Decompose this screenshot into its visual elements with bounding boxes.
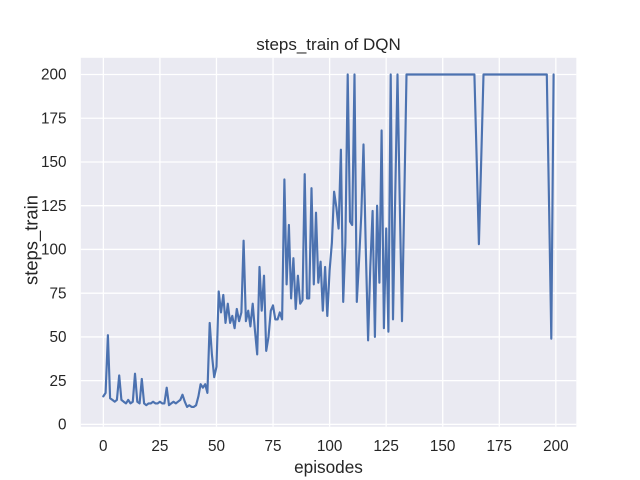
svg-text:200: 200: [41, 67, 67, 84]
svg-text:0: 0: [58, 417, 67, 434]
svg-text:175: 175: [41, 110, 67, 127]
svg-text:50: 50: [208, 438, 225, 455]
svg-text:steps_train: steps_train: [21, 195, 43, 285]
svg-text:150: 150: [41, 154, 67, 171]
svg-text:125: 125: [41, 198, 67, 215]
svg-text:75: 75: [49, 285, 66, 302]
svg-text:200: 200: [543, 438, 569, 455]
svg-text:150: 150: [430, 438, 456, 455]
svg-text:100: 100: [317, 438, 343, 455]
svg-text:steps_train of DQN: steps_train of DQN: [256, 35, 401, 54]
svg-text:125: 125: [373, 438, 399, 455]
svg-text:50: 50: [49, 329, 66, 346]
svg-text:0: 0: [99, 438, 108, 455]
svg-text:75: 75: [264, 438, 281, 455]
svg-text:100: 100: [41, 242, 67, 259]
svg-text:25: 25: [151, 438, 168, 455]
svg-text:25: 25: [49, 373, 66, 390]
svg-text:episodes: episodes: [294, 457, 363, 477]
svg-text:175: 175: [487, 438, 513, 455]
